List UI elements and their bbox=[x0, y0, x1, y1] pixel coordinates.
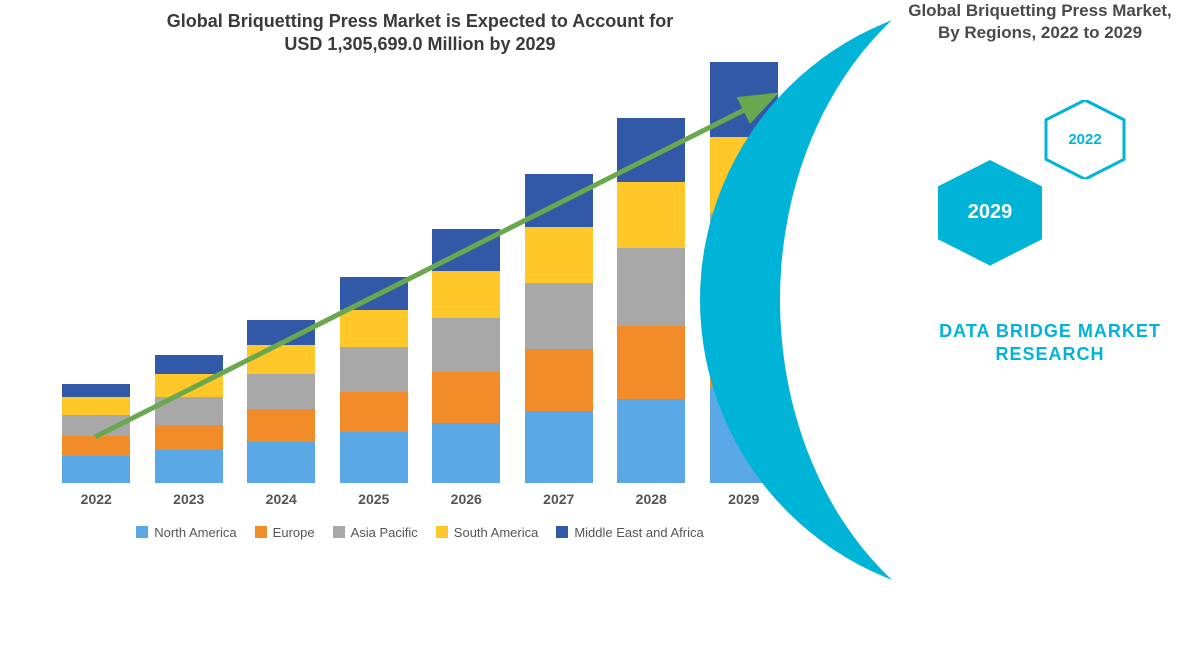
brand-line2: RESEARCH bbox=[995, 344, 1104, 364]
bar-segment bbox=[432, 271, 500, 318]
bar-stack bbox=[155, 355, 223, 483]
bar-segment bbox=[525, 174, 593, 226]
bar-segment bbox=[62, 436, 130, 455]
bar-segment bbox=[247, 374, 315, 409]
legend-label: North America bbox=[154, 525, 236, 540]
chart-title-line2: USD 1,305,699.0 Million by 2029 bbox=[284, 34, 555, 54]
legend-item: Middle East and Africa bbox=[556, 525, 703, 540]
bar-segment bbox=[340, 347, 408, 392]
bar-segment bbox=[62, 415, 130, 436]
legend-label: South America bbox=[454, 525, 539, 540]
bar-stack bbox=[432, 229, 500, 483]
hexagon: 2029 bbox=[930, 160, 1050, 266]
bar-year-label: 2028 bbox=[636, 491, 667, 507]
main-container: Global Briquetting Press Market is Expec… bbox=[0, 0, 1200, 600]
bar-segment bbox=[155, 397, 223, 424]
bar-segment bbox=[340, 277, 408, 310]
chart-title: Global Briquetting Press Market is Expec… bbox=[40, 10, 800, 57]
bar-segment bbox=[525, 283, 593, 349]
hexagon-group: 2029 2022 bbox=[930, 100, 1170, 300]
side-section: Global Briquetting Press Market, By Regi… bbox=[820, 0, 1200, 600]
chart-title-line1: Global Briquetting Press Market is Expec… bbox=[167, 11, 673, 31]
side-title-line1: Global Briquetting Press Market, bbox=[908, 1, 1172, 20]
bar-segment bbox=[155, 450, 223, 483]
bar-stack bbox=[617, 118, 685, 483]
bar-stack bbox=[247, 320, 315, 483]
hexagon-label: 2029 bbox=[968, 201, 1013, 224]
chart-area: 2022 2023 2024 2025 2026 2027 2028 2029 bbox=[40, 77, 800, 507]
legend-swatch bbox=[255, 526, 267, 538]
legend-swatch bbox=[333, 526, 345, 538]
bar-segment bbox=[155, 425, 223, 450]
bar-segment bbox=[247, 409, 315, 442]
bar-year-label: 2022 bbox=[81, 491, 112, 507]
legend-swatch bbox=[136, 526, 148, 538]
bar-column: 2027 bbox=[525, 174, 593, 506]
bar-segment bbox=[155, 374, 223, 397]
bar-segment bbox=[525, 411, 593, 483]
legend-swatch bbox=[556, 526, 568, 538]
side-content: Global Briquetting Press Market, By Regi… bbox=[820, 0, 1200, 600]
bar-segment bbox=[432, 229, 500, 272]
brand-text: DATA BRIDGE MARKET RESEARCH bbox=[920, 320, 1180, 367]
chart-section: Global Briquetting Press Market is Expec… bbox=[0, 0, 820, 600]
legend: North America Europe Asia Pacific South Ame… bbox=[40, 525, 800, 540]
bar-segment bbox=[432, 372, 500, 422]
bar-segment bbox=[617, 326, 685, 400]
bar-segment bbox=[432, 423, 500, 483]
bar-column: 2026 bbox=[432, 229, 500, 507]
legend-item: South America bbox=[436, 525, 539, 540]
bar-segment bbox=[340, 310, 408, 347]
bar-stack bbox=[525, 174, 593, 482]
bar-segment bbox=[247, 320, 315, 345]
hexagon-label: 2022 bbox=[1068, 131, 1101, 148]
bar-year-label: 2023 bbox=[173, 491, 204, 507]
legend-item: Asia Pacific bbox=[333, 525, 418, 540]
bar-segment bbox=[62, 397, 130, 414]
legend-item: North America bbox=[136, 525, 236, 540]
bar-column: 2025 bbox=[340, 277, 408, 507]
bar-year-label: 2026 bbox=[451, 491, 482, 507]
side-title: Global Briquetting Press Market, By Regi… bbox=[880, 0, 1200, 44]
bar-stack bbox=[62, 384, 130, 483]
bar-segment bbox=[62, 456, 130, 483]
bar-segment bbox=[525, 349, 593, 411]
bar-year-label: 2027 bbox=[543, 491, 574, 507]
legend-label: Asia Pacific bbox=[351, 525, 418, 540]
brand-line1: DATA BRIDGE MARKET bbox=[939, 321, 1161, 341]
bar-year-label: 2025 bbox=[358, 491, 389, 507]
bar-segment bbox=[340, 392, 408, 433]
bar-segment bbox=[617, 248, 685, 326]
bar-year-label: 2024 bbox=[266, 491, 297, 507]
bar-segment bbox=[247, 345, 315, 374]
bar-column: 2024 bbox=[247, 320, 315, 507]
side-title-line2: By Regions, 2022 to 2029 bbox=[938, 23, 1142, 42]
bar-segment bbox=[525, 227, 593, 283]
legend-item: Europe bbox=[255, 525, 315, 540]
bar-segment bbox=[617, 118, 685, 182]
bar-column: 2022 bbox=[62, 384, 130, 507]
bar-column: 2028 bbox=[617, 118, 685, 507]
bar-column: 2023 bbox=[155, 355, 223, 507]
bar-stack bbox=[340, 277, 408, 483]
bar-year-label: 2029 bbox=[728, 491, 759, 507]
bar-segment bbox=[617, 399, 685, 482]
bar-segment bbox=[617, 182, 685, 248]
bar-segment bbox=[432, 318, 500, 372]
hexagon: 2022 bbox=[1040, 100, 1130, 179]
legend-swatch bbox=[436, 526, 448, 538]
bar-segment bbox=[155, 355, 223, 374]
bar-segment bbox=[62, 384, 130, 398]
bar-segment bbox=[247, 442, 315, 483]
bar-segment bbox=[340, 432, 408, 482]
legend-label: Europe bbox=[273, 525, 315, 540]
legend-label: Middle East and Africa bbox=[574, 525, 703, 540]
